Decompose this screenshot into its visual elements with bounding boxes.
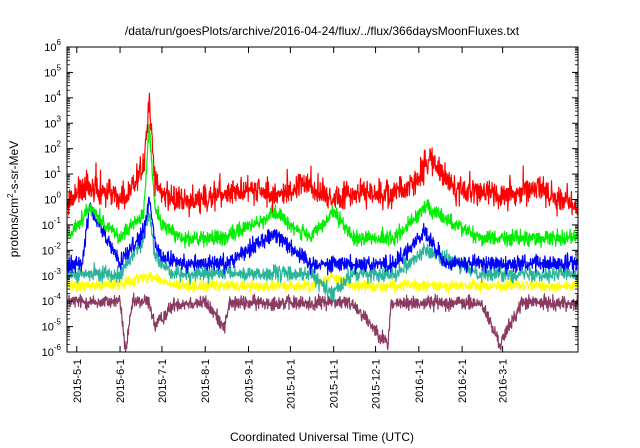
x-tick-label: 2016-1-1	[414, 359, 426, 403]
y-tick-label: 101	[44, 165, 61, 181]
y-tick-label: 10-5	[42, 318, 62, 334]
x-axis-label: Coordinated Universal Time (UTC)	[230, 430, 414, 444]
x-tick-label: 2015-11-1	[329, 359, 341, 408]
series-line	[66, 292, 579, 353]
y-tick-label: 100	[44, 191, 61, 207]
y-tick-label: 106	[44, 38, 61, 54]
y-axis: 10-6 10-5 10-4 10-3 10-2 10-1 100 101 102 103 104 1…	[42, 38, 578, 359]
x-tick-label: 2015-6-1	[115, 359, 127, 403]
x-tick-label: 2015-9-1	[244, 359, 256, 403]
y-axis-label: protons/cm2-s-sr-MeV	[6, 141, 21, 257]
y-tick-label: 103	[44, 114, 61, 130]
series-line	[66, 123, 579, 249]
x-tick-label: 2015-8-1	[200, 359, 212, 403]
x-axis: 2015-5-1 2015-6-1 2015-7-1 2015-8-1 2015-9-1…	[72, 47, 510, 409]
series-layer	[66, 92, 579, 353]
x-tick-label: 2016-3-1	[498, 359, 510, 403]
chart-title: /data/run/goesPlots/archive/2016-04-24/f…	[125, 24, 520, 38]
x-tick-label: 2015-5-1	[72, 359, 84, 403]
y-tick-label: 10-2	[42, 241, 62, 257]
x-tick-label: 2016-2-1	[457, 359, 469, 403]
series-line	[66, 212, 579, 302]
y-tick-label: 10-4	[42, 292, 62, 308]
series-line	[66, 92, 579, 218]
y-tick-label: 102	[44, 140, 61, 156]
y-tick-label: 10-6	[42, 343, 62, 359]
y-tick-label: 10-3	[42, 267, 62, 283]
y-tick-label: 10-1	[42, 216, 62, 232]
x-tick-label: 2015-10-1	[285, 359, 297, 409]
x-tick-label: 2015-12-1	[371, 359, 383, 409]
y-tick-label: 104	[44, 89, 61, 105]
series-line	[66, 196, 579, 276]
y-tick-label: 105	[44, 63, 61, 79]
x-tick-label: 2015-7-1	[157, 359, 169, 403]
